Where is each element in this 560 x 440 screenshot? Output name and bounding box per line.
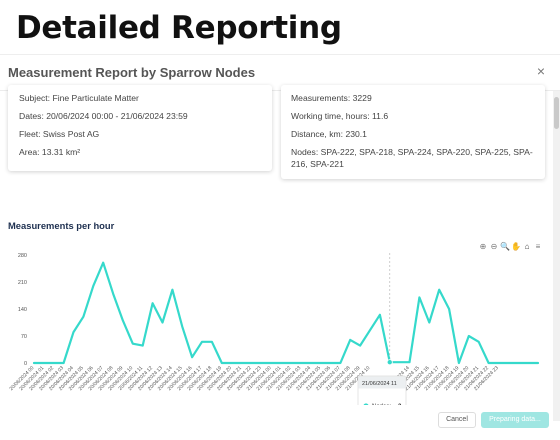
- scrollbar-thumb[interactable]: [554, 97, 559, 129]
- menu-icon[interactable]: ≡: [535, 242, 541, 251]
- tooltip-value: 2: [398, 404, 402, 405]
- tooltip-title: 21/06/2024 11: [362, 381, 397, 387]
- y-tick-label: 140: [18, 307, 27, 313]
- preparing-data-button[interactable]: Preparing data...: [481, 412, 549, 428]
- distance-text: Distance, km: 230.1: [291, 129, 367, 139]
- y-tick-label: 280: [18, 253, 27, 259]
- highlighted-data-point[interactable]: [386, 359, 393, 366]
- working-time-text: Working time, hours: 11.6: [291, 111, 389, 121]
- modal-title: Measurement Report by Sparrow Nodes: [8, 65, 256, 80]
- modal-scrollbar[interactable]: [553, 91, 560, 421]
- measurements-text: Measurements: 3229: [291, 93, 372, 103]
- pan-hand-icon[interactable]: ✋: [511, 242, 521, 251]
- fleet-text: Fleet: Swiss Post AG: [19, 129, 100, 139]
- zoom-in-icon[interactable]: ⊕: [479, 242, 487, 251]
- nodes-text: Nodes: SPA-222, SPA-218, SPA-224, SPA-22…: [291, 147, 533, 169]
- tooltip-series-marker: [363, 403, 369, 405]
- summary-card-right: Measurements: 3229 Working time, hours: …: [281, 85, 545, 179]
- y-tick-label: 210: [18, 280, 27, 286]
- reset-home-icon[interactable]: ⌂: [524, 242, 530, 251]
- y-tick-label: 0: [24, 361, 27, 367]
- report-modal: Measurement Report by Sparrow Nodes × Su…: [0, 54, 560, 440]
- chart-toolbar: ⊕ ⊖ 🔍 ✋ ⌂ ≡: [478, 242, 543, 252]
- zoom-out-icon[interactable]: ⊖: [490, 242, 498, 251]
- tooltip-header: [358, 376, 406, 389]
- selection-zoom-icon[interactable]: 🔍: [500, 242, 510, 251]
- cancel-button[interactable]: Cancel: [438, 412, 476, 428]
- tooltip-series-label: Nodes:: [372, 404, 391, 405]
- subject-text: Subject: Fine Particulate Matter: [19, 93, 139, 103]
- area-text: Area: 13.31 km²: [19, 147, 81, 157]
- dates-text: Dates: 20/06/2024 00:00 - 21/06/2024 23:…: [19, 111, 188, 121]
- page-headline: Detailed Reporting: [16, 10, 342, 46]
- close-icon[interactable]: ×: [536, 63, 546, 79]
- y-tick-label: 70: [21, 334, 27, 340]
- summary-card-left: Subject: Fine Particulate Matter Dates: …: [8, 85, 272, 171]
- series-line-nodes[interactable]: [32, 261, 540, 365]
- chart-title: Measurements per hour: [8, 220, 115, 231]
